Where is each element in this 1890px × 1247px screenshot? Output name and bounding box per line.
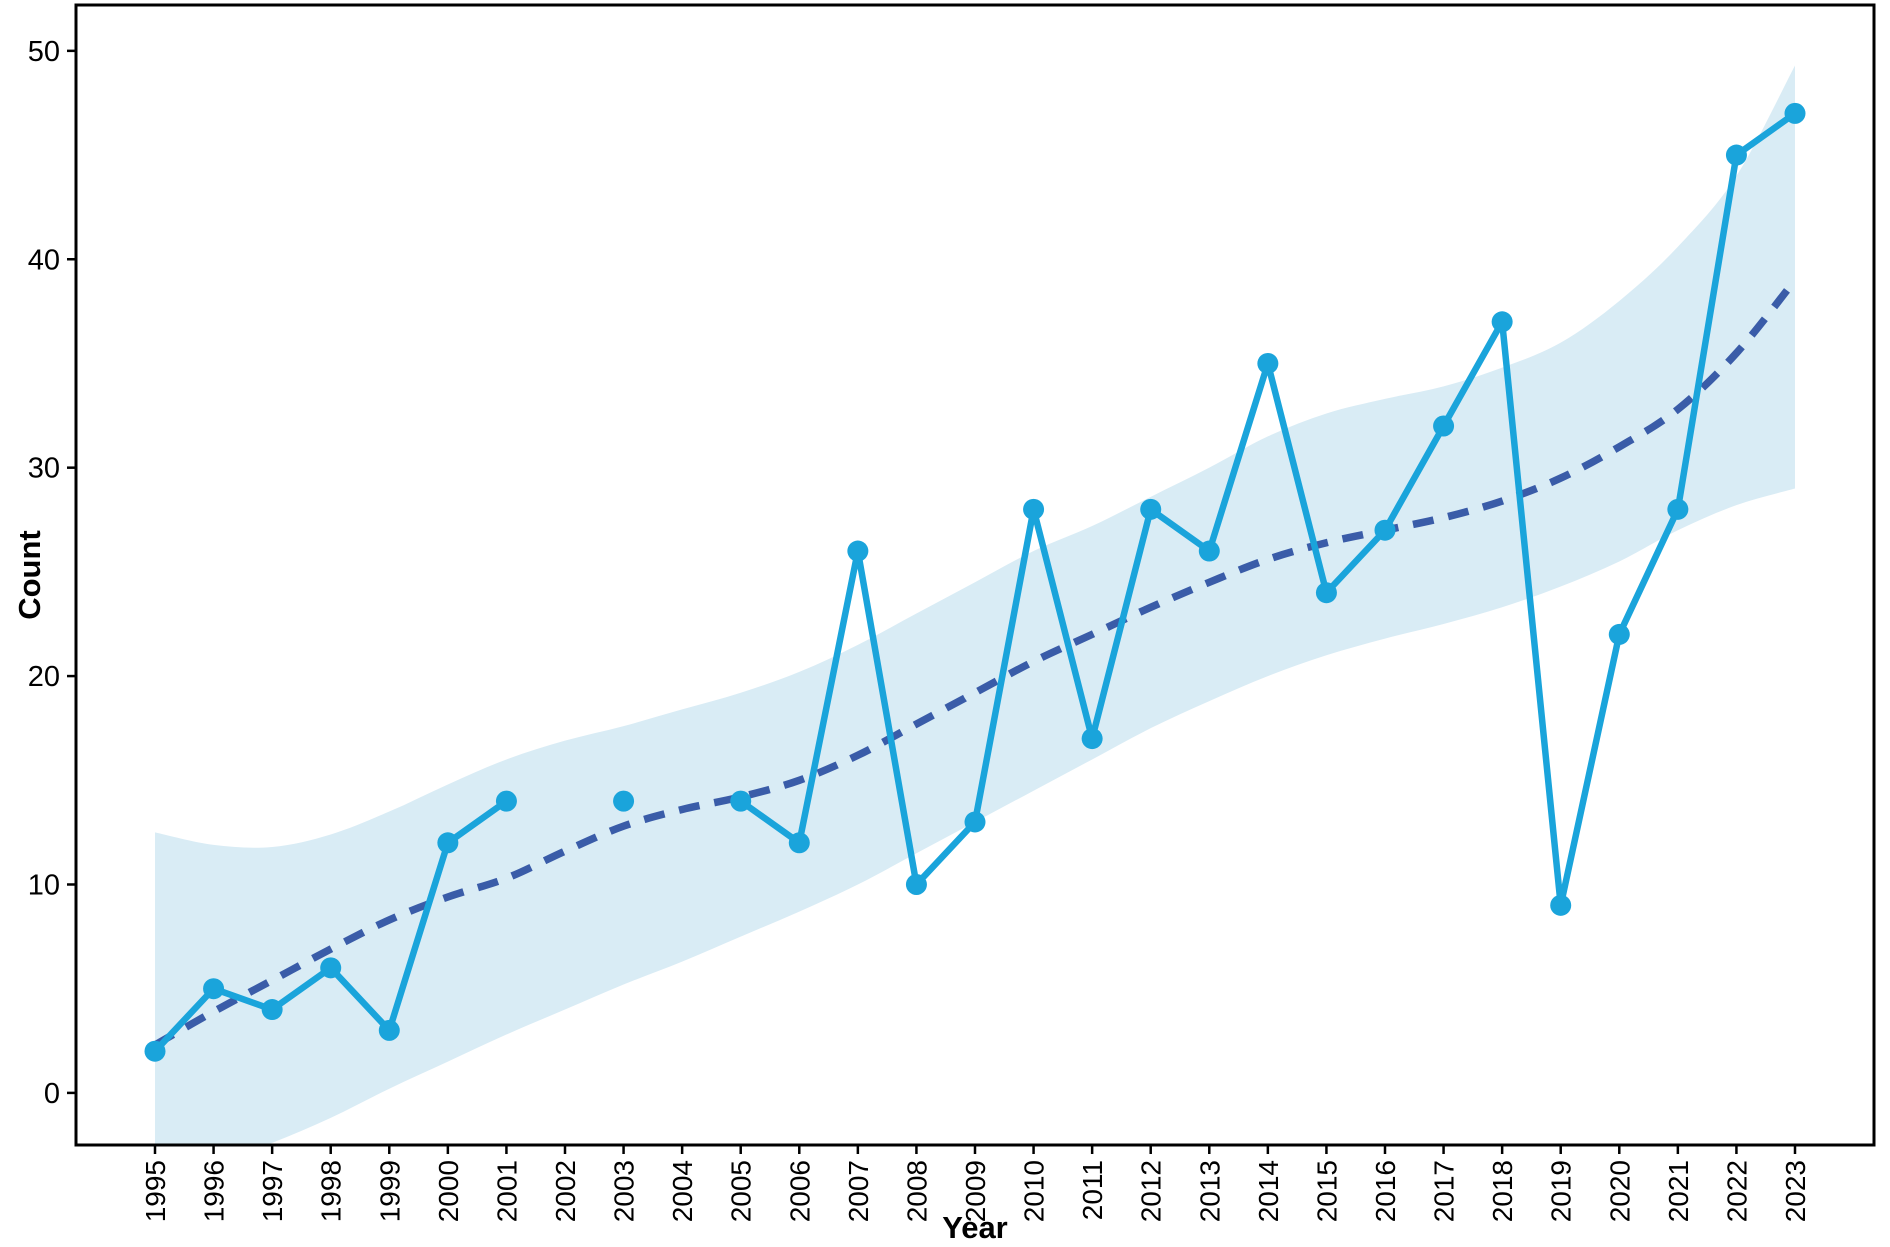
confidence-band <box>155 65 1795 1145</box>
x-tick-label: 1999 <box>374 1160 405 1222</box>
data-point <box>1491 311 1513 333</box>
data-point <box>320 957 342 979</box>
data-point <box>613 790 635 812</box>
data-point <box>1081 728 1103 750</box>
data-point <box>1725 144 1747 166</box>
y-axis-title: Count <box>12 530 47 620</box>
x-tick-label: 2005 <box>726 1160 757 1222</box>
x-tick-label: 2004 <box>667 1160 698 1222</box>
x-tick-label: 1997 <box>257 1160 288 1222</box>
data-point <box>144 1040 166 1062</box>
data-point <box>1315 582 1337 604</box>
data-point <box>905 873 927 895</box>
x-tick-label: 2011 <box>1077 1160 1108 1220</box>
data-point <box>437 832 459 854</box>
y-tick-label: 30 <box>28 453 60 485</box>
x-tick-label: 2018 <box>1487 1160 1518 1222</box>
y-tick-label: 10 <box>28 869 60 901</box>
x-tick-label: 2007 <box>843 1160 874 1222</box>
data-point <box>1257 352 1279 374</box>
data-point <box>1784 102 1806 124</box>
data-point <box>203 978 225 1000</box>
y-tick-label: 0 <box>44 1078 60 1110</box>
x-tick-label: 2023 <box>1780 1160 1811 1222</box>
data-point <box>788 832 810 854</box>
x-tick-label: 2003 <box>609 1160 640 1222</box>
x-tick-label: 2019 <box>1546 1160 1577 1222</box>
x-tick-label: 2020 <box>1604 1160 1635 1222</box>
x-tick-label: 2002 <box>550 1160 581 1222</box>
x-tick-label: 2010 <box>1019 1160 1050 1222</box>
x-tick-label: 1995 <box>140 1160 171 1222</box>
trend-line <box>153 277 1798 1049</box>
data-point <box>378 1019 400 1041</box>
x-tick-label: 2013 <box>1194 1160 1225 1222</box>
data-point <box>964 811 986 833</box>
data-point <box>847 540 869 562</box>
data-point <box>1550 894 1572 916</box>
x-axis-title: Year <box>942 1210 1008 1245</box>
data-point <box>1023 498 1045 520</box>
x-tick-label: 2006 <box>784 1160 815 1222</box>
data-point <box>1667 498 1689 520</box>
data-point <box>730 790 752 812</box>
y-tick-label: 20 <box>28 661 60 693</box>
y-tick-label: 40 <box>28 244 60 276</box>
data-point <box>261 999 283 1021</box>
x-tick-label: 2017 <box>1429 1160 1460 1222</box>
x-tick-label: 2008 <box>901 1160 932 1222</box>
y-tick-label: 50 <box>28 36 60 68</box>
x-tick-label: 2016 <box>1370 1160 1401 1222</box>
x-tick-label: 2000 <box>433 1160 464 1222</box>
data-point <box>1374 519 1396 541</box>
x-tick-label: 2012 <box>1136 1160 1167 1222</box>
x-tick-label: 2015 <box>1311 1160 1342 1222</box>
x-tick-label: 1996 <box>199 1160 230 1222</box>
data-point <box>1433 415 1455 437</box>
data-point <box>1140 498 1162 520</box>
x-tick-label: 1998 <box>316 1160 347 1222</box>
x-tick-label: 2021 <box>1663 1160 1694 1222</box>
data-point <box>495 790 517 812</box>
x-tick-label: 2009 <box>960 1160 991 1222</box>
x-tick-label: 2014 <box>1253 1160 1284 1222</box>
x-tick-label: 2022 <box>1721 1160 1752 1222</box>
x-tick-label: 2001 <box>491 1160 522 1222</box>
chart-layers: 0 10 20 30 40 50 1995 1996 1997 1998 1999 2000 2001 2… <box>28 3 1876 1222</box>
data-point <box>1608 623 1630 645</box>
data-point <box>1198 540 1220 562</box>
